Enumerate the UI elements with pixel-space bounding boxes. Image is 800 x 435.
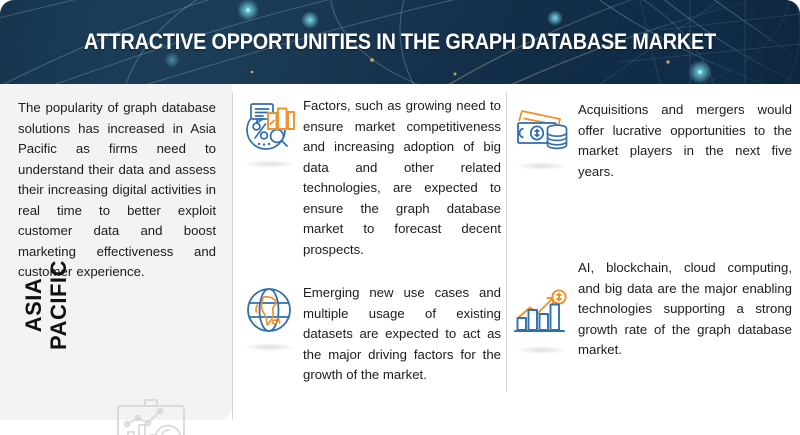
card-text: AI, blockchain, cloud computing, and big…	[578, 260, 792, 357]
card-text: Factors, such as growing need to ensure …	[303, 98, 501, 257]
divider-left	[232, 92, 233, 420]
presentation-chart-magnifier-icon	[112, 394, 198, 435]
use-cases-card: Emerging new use cases and multiple usag…	[243, 283, 501, 386]
enabling-tech-card: AI, blockchain, cloud computing, and big…	[514, 258, 792, 361]
card-text: Emerging new use cases and multiple usag…	[303, 285, 501, 382]
icon-shadow	[244, 160, 296, 168]
icon-shadow	[516, 162, 568, 170]
region-label: ASIA PACIFIC	[21, 260, 71, 350]
network-lines-decoration	[0, 0, 800, 84]
growing-need-card: Factors, such as growing need to ensure …	[243, 96, 501, 260]
banknote-coins-icon	[514, 104, 570, 170]
globe-icon	[243, 285, 297, 351]
bar-chart-growth-dollar-icon	[514, 288, 570, 354]
icon-shadow	[516, 346, 568, 354]
card-text: Acquisitions and mergers would offer luc…	[578, 102, 792, 179]
divider-right	[506, 92, 507, 392]
acquisitions-card: Acquisitions and mergers would offer luc…	[514, 100, 792, 182]
left-region-panel: The popularity of graph database solutio…	[0, 84, 232, 435]
page-title: ATTRACTIVE OPPORTUNITIES IN THE GRAPH DA…	[84, 29, 716, 54]
chat-percent-bar-chart-magnifier-icon	[243, 100, 297, 168]
header-banner: ATTRACTIVE OPPORTUNITIES IN THE GRAPH DA…	[0, 0, 800, 84]
left-panel-paragraph: The popularity of graph database solutio…	[18, 100, 216, 279]
icon-shadow	[244, 343, 296, 351]
